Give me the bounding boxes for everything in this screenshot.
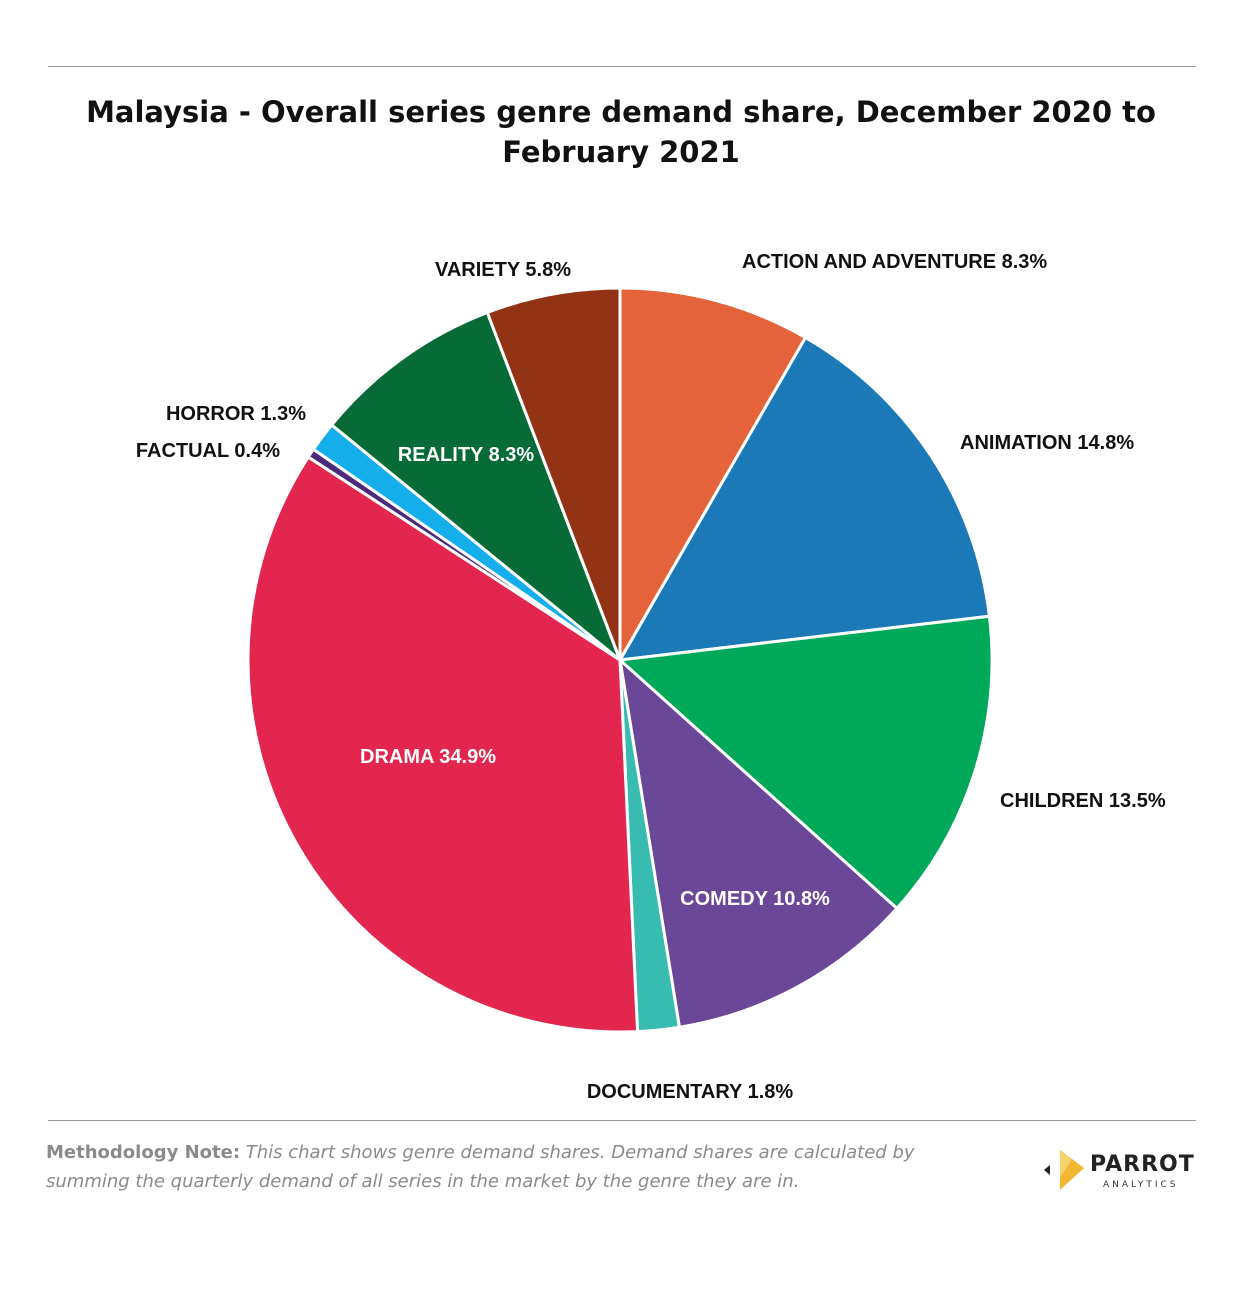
pie-slice-animation — [618, 336, 991, 662]
pie-slice-children — [618, 614, 994, 910]
methodology-note-body: This chart shows genre demand shares. De… — [46, 1142, 915, 1192]
logo-brand-text: PARROT — [1090, 1152, 1195, 1177]
logo-sub-text: ANALYTICS — [1103, 1180, 1179, 1190]
parrot-analytics-logo: PARROT ANALYTICS — [1040, 1148, 1200, 1198]
pie-slice-action-and-adventure — [618, 286, 807, 662]
pie-slice-drama — [246, 455, 640, 1034]
slice-label-comedy: COMEDY 10.8% — [680, 888, 830, 910]
slice-label-action-and-adventure: ACTION AND ADVENTURE 8.3% — [742, 251, 1047, 273]
slice-label-horror: HORROR 1.3% — [166, 403, 306, 425]
top-divider — [48, 66, 1196, 67]
pie-labels: ACTION AND ADVENTURE 8.3% ANIMATION 14.8%… — [136, 251, 1166, 1103]
bottom-divider — [48, 1120, 1196, 1121]
slice-label-animation: ANIMATION 14.8% — [960, 432, 1134, 454]
parrot-logo-icon — [1044, 1150, 1084, 1190]
slice-label-children: CHILDREN 13.5% — [1000, 790, 1166, 812]
slice-label-factual: FACTUAL 0.4% — [136, 440, 280, 462]
methodology-note: Methodology Note: This chart shows genre… — [46, 1138, 946, 1196]
slice-label-reality: REALITY 8.3% — [398, 444, 535, 466]
slice-label-drama: DRAMA 34.9% — [360, 746, 496, 768]
slice-label-documentary: DOCUMENTARY 1.8% — [587, 1081, 794, 1103]
pie-slice-reality — [330, 310, 622, 662]
methodology-note-lead: Methodology Note: — [46, 1142, 241, 1163]
slice-label-variety: VARIETY 5.8% — [435, 259, 571, 281]
pie-slices — [246, 286, 994, 1034]
chart-title: Malaysia - Overall series genre demand s… — [86, 95, 1156, 169]
pie-chart: ACTION AND ADVENTURE 8.3% ANIMATION 14.8%… — [136, 251, 1166, 1103]
pie-slice-comedy — [618, 658, 899, 1029]
pie-slice-variety — [485, 286, 622, 662]
